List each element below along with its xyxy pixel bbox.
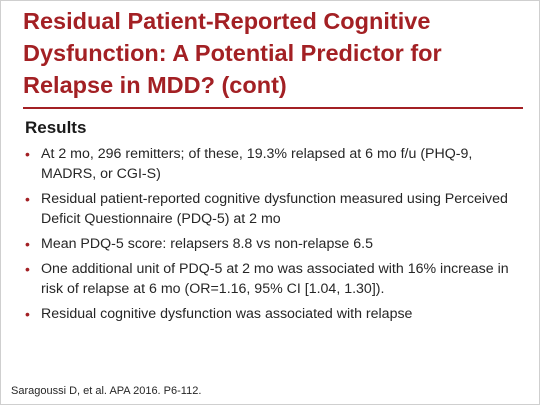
bullet-icon: • [25, 261, 30, 277]
bullet-text: Residual cognitive dysfunction was assoc… [41, 306, 413, 322]
bullet-item: • Residual cognitive dysfunction was ass… [23, 304, 528, 324]
bullet-text: Mean PDQ-5 score: relapsers 8.8 vs non-r… [41, 236, 373, 252]
bullet-item: • One additional unit of PDQ-5 at 2 mo w… [23, 259, 528, 299]
bullet-text: Residual patient-reported cognitive dysf… [41, 191, 508, 227]
section-heading: Results [25, 118, 87, 137]
bullet-text: At 2 mo, 296 remitters; of these, 19.3% … [41, 146, 473, 182]
title-divider [23, 107, 523, 109]
citation: Saragoussi D, et al. APA 2016. P6-112. [11, 385, 202, 397]
bullet-icon: • [25, 146, 30, 162]
bullet-item: • Mean PDQ-5 score: relapsers 8.8 vs non… [23, 234, 528, 254]
bullet-item: • Residual patient-reported cognitive dy… [23, 189, 528, 229]
results-bullet-list: • At 2 mo, 296 remitters; of these, 19.3… [23, 144, 528, 329]
bullet-icon: • [25, 306, 30, 322]
bullet-icon: • [25, 236, 30, 252]
bullet-item: • At 2 mo, 296 remitters; of these, 19.3… [23, 144, 528, 184]
slide-title: Residual Patient-Reported Cognitive Dysf… [23, 8, 442, 98]
bullet-icon: • [25, 191, 30, 207]
bullet-text: One additional unit of PDQ-5 at 2 mo was… [41, 261, 509, 297]
